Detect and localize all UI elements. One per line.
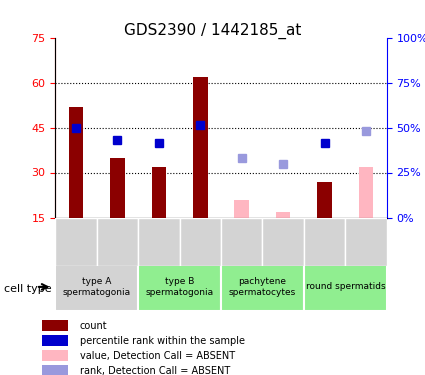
Bar [179,217,221,266]
Text: rank, Detection Call = ABSENT: rank, Detection Call = ABSENT [80,366,230,375]
Bar [69,106,83,218]
FancyBboxPatch shape [138,262,221,311]
Bar [42,320,68,331]
FancyBboxPatch shape [304,262,387,311]
Bar [152,166,166,218]
Bar [42,365,68,375]
Text: type A
spermatogonia: type A spermatogonia [62,277,131,297]
Bar [193,76,207,218]
Bar [345,217,387,266]
Text: count: count [80,321,108,331]
Bar [317,182,332,218]
Bar [221,217,262,266]
Bar [110,158,125,218]
FancyBboxPatch shape [221,262,304,311]
Bar [42,350,68,361]
Text: percentile rank within the sample: percentile rank within the sample [80,336,245,346]
Bar [96,217,138,266]
Bar [262,217,304,266]
FancyBboxPatch shape [55,262,138,311]
Bar [42,335,68,346]
Bar [304,217,345,266]
Text: GDS2390 / 1442185_at: GDS2390 / 1442185_at [124,22,301,39]
Text: round spermatids: round spermatids [306,282,385,291]
Bar [235,200,249,217]
Bar [55,217,96,266]
Text: pachytene
spermatocytes: pachytene spermatocytes [229,277,296,297]
Text: cell type: cell type [4,284,52,294]
Bar [276,211,290,217]
Text: type B
spermatogonia: type B spermatogonia [145,277,214,297]
Text: value, Detection Call = ABSENT: value, Detection Call = ABSENT [80,351,235,361]
Bar [138,217,179,266]
Bar [359,166,373,218]
